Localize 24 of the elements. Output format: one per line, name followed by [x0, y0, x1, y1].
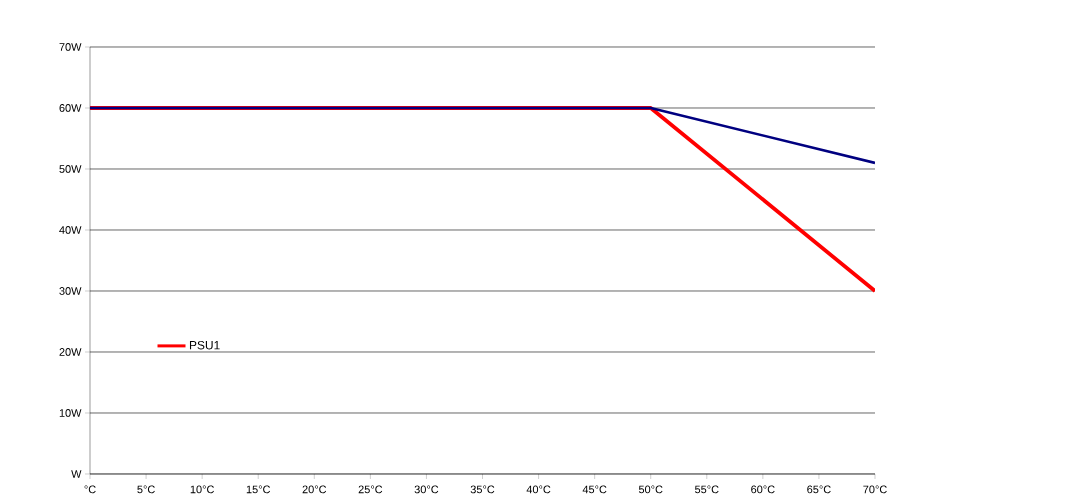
- y-tick-label: 70W: [59, 43, 82, 51]
- x-tick-label: 65°C: [807, 485, 831, 494]
- x-tick-label: 10°C: [190, 485, 214, 494]
- y-tick-label: 40W: [59, 226, 82, 234]
- legend-label: PSU1: [189, 340, 220, 350]
- x-tick-label: °C: [84, 485, 96, 494]
- x-tick-label: 60°C: [751, 485, 775, 494]
- y-tick-label: W: [71, 470, 82, 478]
- x-tick-label: 70°C: [863, 485, 887, 494]
- y-tick-label: 50W: [59, 165, 82, 173]
- x-tick-label: 45°C: [582, 485, 607, 494]
- x-tick-label: 25°C: [358, 485, 383, 494]
- x-tick-label: 30°C: [414, 485, 439, 494]
- y-tick-label: 30W: [59, 287, 82, 295]
- x-tick-label: 55°C: [694, 485, 719, 494]
- x-tick-label: 40°C: [526, 485, 551, 494]
- y-tick-label: 10W: [59, 409, 82, 417]
- y-tick-label: 60W: [59, 104, 82, 112]
- x-tick-label: 50°C: [638, 485, 663, 494]
- x-tick-label: 20°C: [302, 485, 327, 494]
- y-tick-label: 20W: [59, 348, 82, 356]
- x-tick-label: 5°C: [137, 485, 155, 494]
- x-tick-label: 35°C: [470, 485, 495, 494]
- x-tick-label: 15°C: [246, 485, 271, 494]
